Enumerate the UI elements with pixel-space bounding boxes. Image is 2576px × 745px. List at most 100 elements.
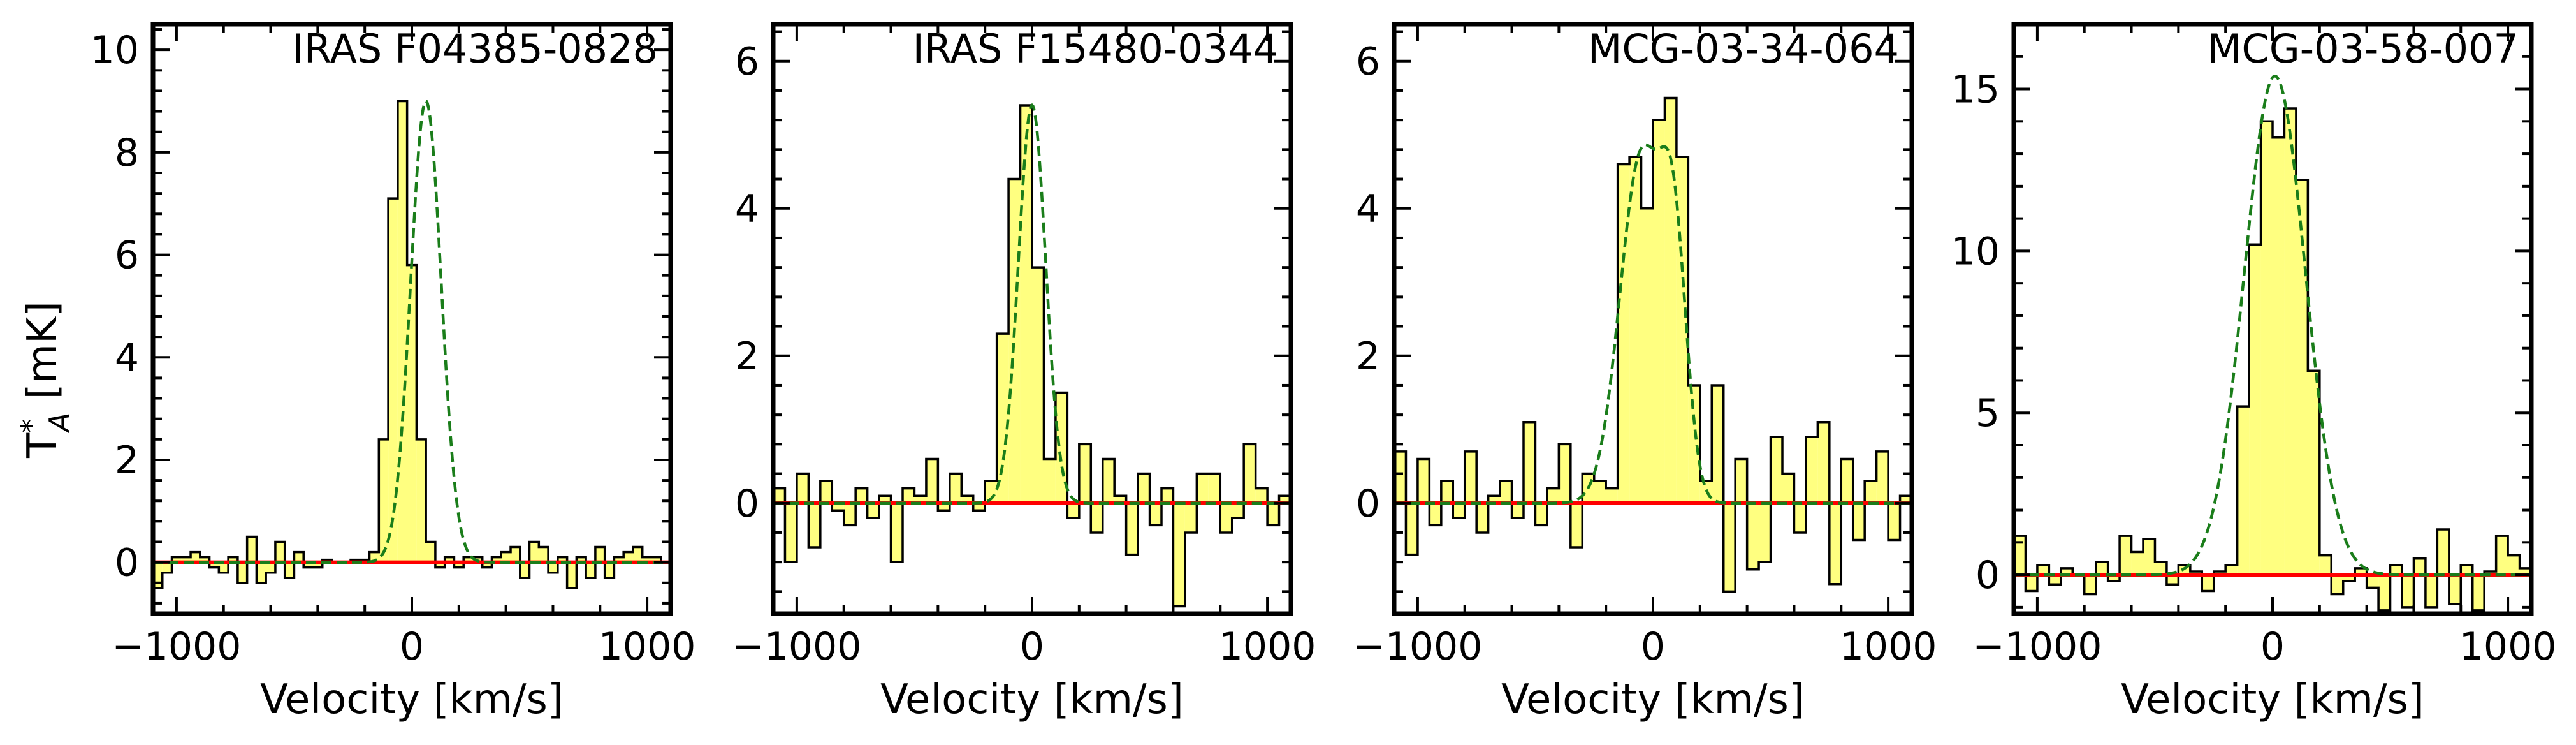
histogram-bin: [1020, 105, 1032, 503]
histogram-bin: [614, 557, 624, 563]
histogram-bin: [1091, 503, 1103, 533]
histogram-bin: [1488, 496, 1501, 503]
y-tick-label: 6: [1356, 40, 1380, 84]
histogram-bin: [1032, 267, 1044, 503]
histogram-bin: [1570, 503, 1583, 548]
histogram-bin: [1664, 98, 1677, 503]
histogram-bin: [388, 198, 398, 563]
histogram-bin: [1606, 488, 1618, 503]
y-axis-label-unit: [mK]: [19, 301, 66, 413]
histogram-bin: [1888, 503, 1900, 540]
histogram-bin: [1535, 503, 1547, 526]
ticks: [153, 24, 671, 614]
histogram-bin: [879, 496, 891, 503]
histogram-bin: [2461, 564, 2473, 575]
histogram-bin: [996, 334, 1009, 503]
x-tick-label: 1000: [2459, 624, 2557, 669]
histogram-bin: [294, 552, 304, 563]
histogram-bin: [2413, 558, 2426, 575]
histogram-bin: [1184, 503, 1197, 533]
x-tick-label: 0: [1020, 624, 1044, 669]
ticks: [773, 24, 1291, 614]
plot-area: [2014, 75, 2531, 612]
histogram-bin: [2260, 121, 2273, 575]
histogram-bin: [1232, 503, 1244, 518]
panel-4: −1000 0 1000 0 5 10 15 Velocity [km/s] MCG-03-58…: [1951, 22, 2557, 723]
plot-area: [773, 103, 1291, 608]
x-tick-label: 1000: [599, 624, 696, 669]
histogram-bin: [2284, 108, 2296, 575]
histogram-bin: [303, 562, 313, 568]
histogram-bin: [2378, 575, 2390, 610]
histogram-bin: [1255, 488, 1268, 503]
histogram-bin: [1500, 481, 1512, 503]
histogram-bin: [1852, 503, 1865, 540]
y-tick-label: 10: [1951, 229, 2000, 274]
histogram-bin: [1546, 488, 1559, 503]
histogram-bin: [1476, 503, 1488, 533]
histogram-bin: [2425, 575, 2438, 607]
histogram-bin: [1406, 503, 1418, 555]
histogram-bin: [529, 542, 539, 563]
panel-title: MCG-03-34-064: [1588, 26, 1899, 72]
x-tick-label: 0: [400, 624, 424, 669]
histogram-bin: [2084, 575, 2097, 594]
histogram-bin: [491, 557, 502, 563]
histogram-bin: [2402, 575, 2414, 607]
histogram-bin: [961, 496, 973, 503]
histogram-bin: [1559, 444, 1571, 503]
histogram-bin: [407, 265, 417, 563]
histogram-bin: [1759, 503, 1771, 563]
histogram-bin: [1723, 503, 1736, 592]
histogram-bin: [773, 488, 785, 503]
histogram-bin: [228, 557, 238, 563]
y-axis-label: T*A [mK]: [15, 301, 76, 459]
histogram-bin: [181, 557, 191, 563]
histogram-bin: [2296, 179, 2308, 575]
histogram-bin: [2037, 564, 2049, 575]
histogram-bins: [2014, 108, 2531, 610]
y-tick-label: 2: [735, 334, 759, 379]
panel-1: −1000 0 1000 0 2 4 6 8 10 Velocity [km/s] IRAS F04…: [91, 22, 696, 723]
histogram-bin: [1770, 436, 1782, 503]
histogram-bin: [2025, 575, 2037, 591]
histogram-bin: [1829, 503, 1842, 584]
histogram-bin: [2049, 575, 2061, 585]
histogram-bin: [2273, 137, 2285, 575]
histogram-bins: [1394, 98, 1912, 592]
histogram-bin: [1279, 496, 1291, 503]
histogram-bin: [642, 557, 652, 563]
x-tick-label: −1000: [112, 624, 241, 669]
histogram-bin: [1441, 481, 1453, 503]
histogram-bin: [444, 557, 455, 563]
histogram-bin: [2249, 244, 2261, 575]
histogram-bin: [595, 547, 605, 563]
y-tick-label: 10: [91, 28, 139, 73]
histogram-bin: [416, 439, 426, 563]
histogram-bin: [1841, 459, 1853, 503]
panel-title: MCG-03-58-007: [2208, 26, 2519, 72]
histogram-bin: [1524, 422, 1536, 503]
histogram-bin: [435, 562, 445, 568]
y-tick-label: 6: [115, 233, 139, 278]
histogram-bin: [576, 557, 586, 563]
x-tick-label: −1000: [1972, 624, 2102, 669]
histogram-bin: [482, 562, 492, 568]
panel-title: IRAS F15480-0344: [913, 26, 1278, 72]
histogram-bin: [426, 542, 435, 563]
histogram-bin: [843, 503, 856, 526]
histogram-bin: [1688, 385, 1700, 503]
histogram-bin: [2449, 575, 2461, 604]
ticks: [1394, 24, 1912, 614]
histogram-bin: [1114, 496, 1126, 503]
histogram-bin: [796, 473, 809, 503]
y-axis-label-main: T: [19, 432, 66, 459]
histogram-bins: [153, 101, 662, 588]
histogram-bin: [539, 547, 549, 563]
histogram-bin: [2120, 536, 2132, 575]
histogram-bin: [454, 562, 464, 568]
histogram-bin: [275, 542, 285, 563]
histogram-bin: [1429, 503, 1441, 526]
histogram-bin: [379, 439, 389, 563]
